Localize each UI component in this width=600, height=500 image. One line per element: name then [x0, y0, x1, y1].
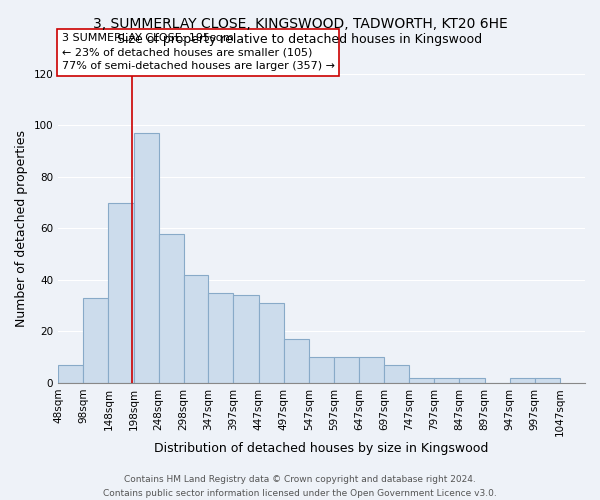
Bar — [535, 378, 560, 383]
Bar — [384, 365, 409, 383]
Bar — [58, 365, 83, 383]
Bar — [309, 357, 334, 383]
Bar — [434, 378, 460, 383]
Y-axis label: Number of detached properties: Number of detached properties — [15, 130, 28, 327]
Text: 3, SUMMERLAY CLOSE, KINGSWOOD, TADWORTH, KT20 6HE: 3, SUMMERLAY CLOSE, KINGSWOOD, TADWORTH,… — [92, 18, 508, 32]
Bar — [460, 378, 485, 383]
Bar — [83, 298, 109, 383]
Bar — [233, 296, 259, 383]
Bar — [409, 378, 434, 383]
Bar — [334, 357, 359, 383]
Bar — [509, 378, 535, 383]
Bar — [184, 275, 208, 383]
Bar — [259, 303, 284, 383]
Bar — [134, 133, 158, 383]
Bar — [109, 202, 134, 383]
Bar — [158, 234, 184, 383]
Bar — [284, 339, 309, 383]
Text: Contains HM Land Registry data © Crown copyright and database right 2024.
Contai: Contains HM Land Registry data © Crown c… — [103, 476, 497, 498]
X-axis label: Distribution of detached houses by size in Kingswood: Distribution of detached houses by size … — [154, 442, 489, 455]
Bar — [359, 357, 384, 383]
Text: Size of property relative to detached houses in Kingswood: Size of property relative to detached ho… — [118, 32, 482, 46]
Text: 3 SUMMERLAY CLOSE: 195sqm
← 23% of detached houses are smaller (105)
77% of semi: 3 SUMMERLAY CLOSE: 195sqm ← 23% of detac… — [62, 34, 335, 72]
Bar — [208, 293, 233, 383]
